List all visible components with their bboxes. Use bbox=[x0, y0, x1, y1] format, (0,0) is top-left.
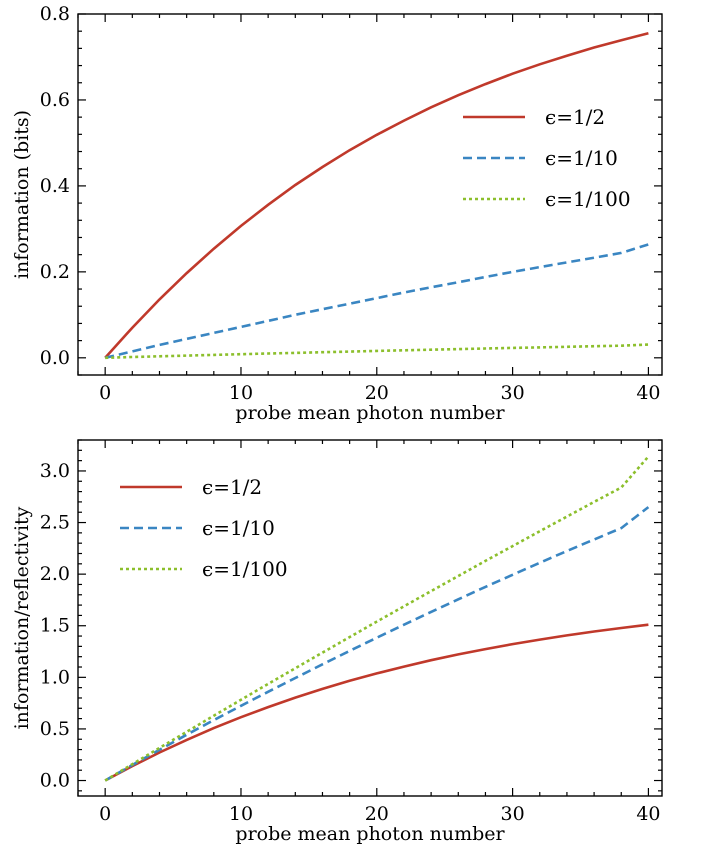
legend-label: ϵ=1/2 bbox=[202, 475, 262, 499]
y-tick-label: 0.0 bbox=[40, 770, 70, 792]
y-tick-label: 2.5 bbox=[40, 512, 70, 534]
y-axis-label: information/reflectivity bbox=[11, 506, 33, 729]
series-line-1 bbox=[104, 506, 650, 782]
legend-label: ϵ=1/100 bbox=[545, 187, 631, 211]
y-tick-label: 1.0 bbox=[40, 666, 70, 688]
x-tick-label: 0 bbox=[99, 803, 111, 825]
y-tick-label: 0.5 bbox=[40, 718, 70, 740]
x-tick-label: 30 bbox=[501, 803, 525, 825]
x-tick-label: 40 bbox=[636, 382, 660, 404]
x-tick-label: 0 bbox=[99, 382, 111, 404]
x-tick-label: 20 bbox=[365, 382, 389, 404]
y-tick-label: 0.2 bbox=[40, 261, 70, 283]
x-axis-label: probe mean photon number bbox=[235, 402, 505, 424]
y-tick-label: 0.0 bbox=[40, 347, 70, 369]
y-tick-label: 0.4 bbox=[40, 175, 70, 197]
x-tick-label: 20 bbox=[365, 803, 389, 825]
series-line-2 bbox=[104, 455, 650, 782]
legend-label: ϵ=1/10 bbox=[202, 516, 275, 540]
series-line-0 bbox=[104, 32, 649, 359]
x-tick-label: 10 bbox=[229, 382, 253, 404]
information-per-reflectivity-panel: 0 10 20 30 40 0.0 0.5 1.0 1.5 2.0 2.5 3.0 probe mean… bbox=[11, 439, 663, 845]
information-bits-panel: 0 10 20 30 40 0.0 0.2 0.4 0.6 0.8 probe mean photo… bbox=[11, 3, 663, 424]
legend-label: ϵ=1/100 bbox=[202, 557, 288, 581]
y-tick-label: 2.0 bbox=[40, 563, 70, 585]
x-tick-label: 10 bbox=[229, 803, 253, 825]
series-line-1 bbox=[104, 243, 649, 360]
y-tick-label: 3.0 bbox=[40, 460, 70, 482]
legend: ϵ=1/2 ϵ=1/10 ϵ=1/100 bbox=[120, 475, 288, 581]
x-tick-label: 40 bbox=[636, 803, 660, 825]
legend-label: ϵ=1/2 bbox=[545, 105, 605, 129]
x-tick-label: 30 bbox=[501, 382, 525, 404]
legend: ϵ=1/2 ϵ=1/10 ϵ=1/100 bbox=[463, 105, 631, 211]
y-tick-label: 0.6 bbox=[40, 89, 70, 111]
plot-frame bbox=[77, 439, 663, 797]
series-line-2 bbox=[105, 343, 649, 360]
plot-frame bbox=[77, 13, 663, 376]
x-axis-label: probe mean photon number bbox=[235, 823, 505, 845]
y-axis-label: information (bits) bbox=[11, 110, 33, 279]
series-line-0 bbox=[104, 623, 649, 782]
legend-label: ϵ=1/10 bbox=[545, 146, 618, 170]
y-tick-label: 1.5 bbox=[40, 615, 70, 637]
y-tick-label: 0.8 bbox=[40, 3, 70, 25]
